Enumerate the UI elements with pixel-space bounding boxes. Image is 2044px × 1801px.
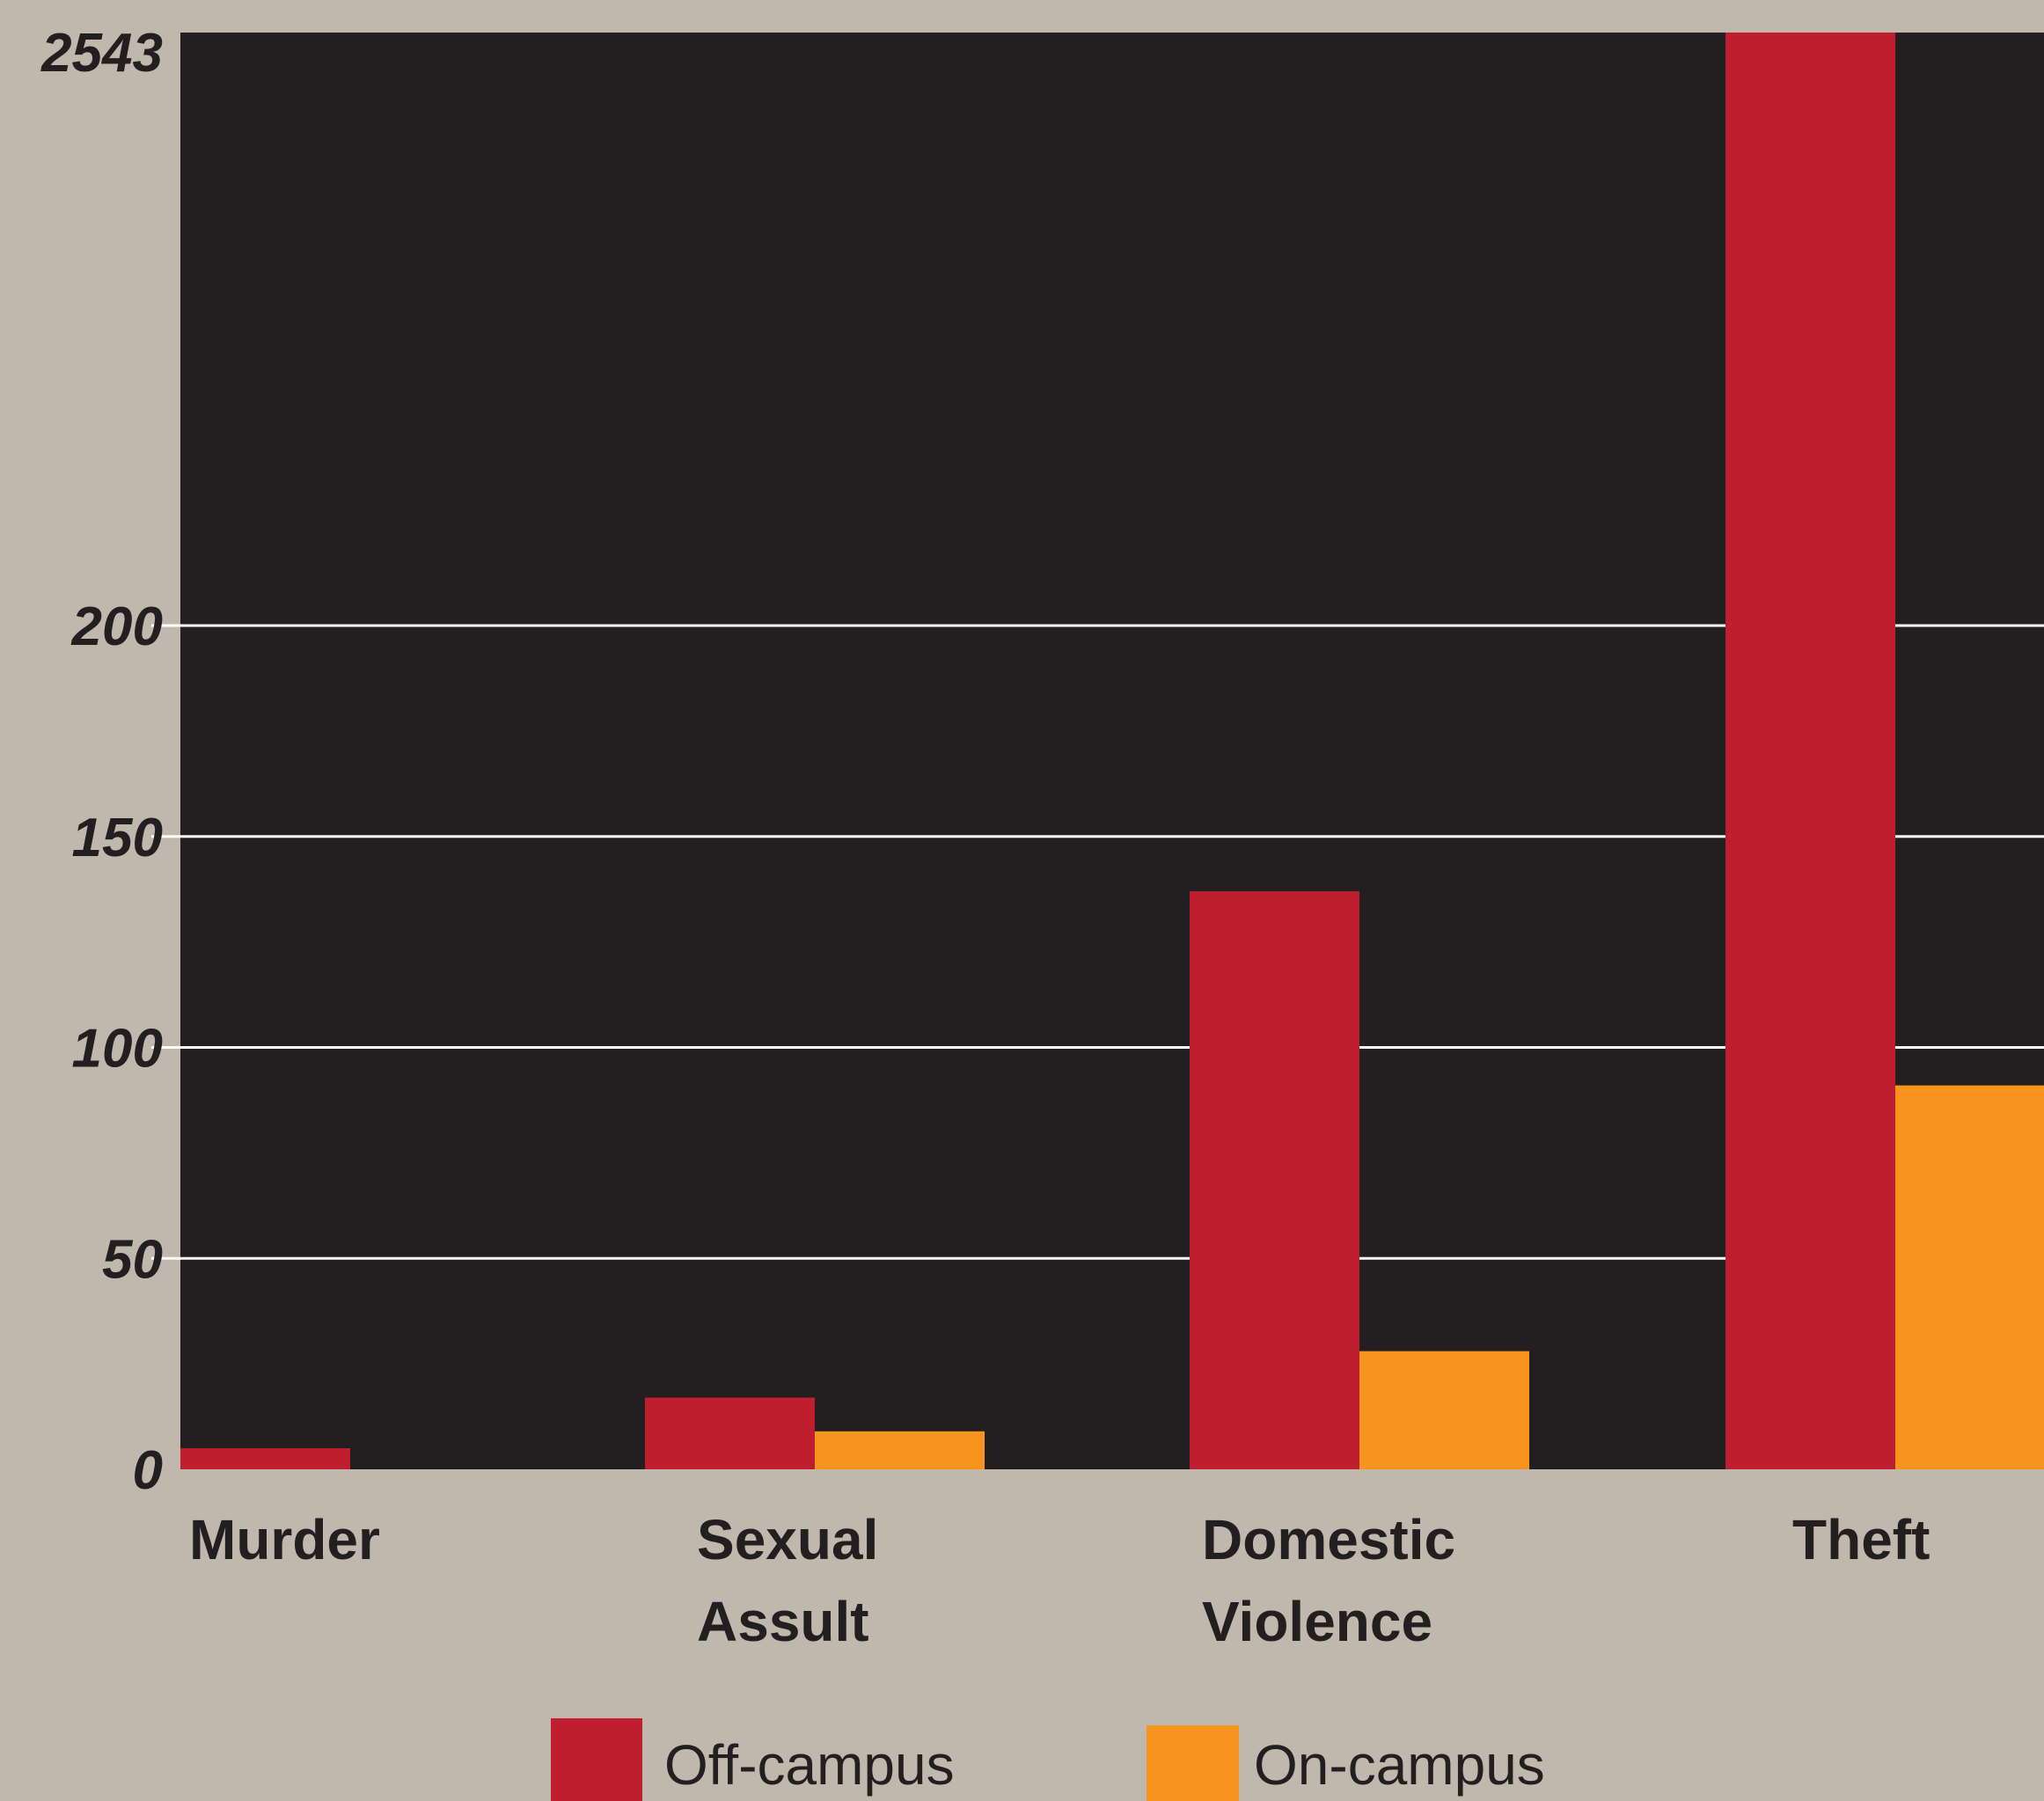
bar-domestic-violence-off-campus xyxy=(1190,891,1359,1469)
bar-theft-on-campus xyxy=(1895,1085,2044,1469)
legend-label-on-campus: On-campus xyxy=(1254,1733,1545,1797)
y-axis-ticks: 0 50 100 150 200 2543 xyxy=(40,23,163,1501)
legend-label-off-campus: Off-campus xyxy=(664,1733,955,1797)
bar-murder-off-campus xyxy=(180,1448,350,1469)
y-tick-label: 50 xyxy=(102,1229,163,1290)
bar-theft-off-campus xyxy=(1725,33,1895,1469)
category-label: Sexual xyxy=(697,1508,878,1571)
category-label: Domestic xyxy=(1202,1508,1455,1571)
y-tick-label: 200 xyxy=(71,597,163,657)
bars xyxy=(180,33,2044,1469)
y-tick-label: 2543 xyxy=(40,23,163,84)
bar-sexual-assult-on-campus xyxy=(815,1431,985,1469)
legend-swatch-off-campus xyxy=(551,1718,642,1801)
bar-sexual-assult-off-campus xyxy=(645,1397,815,1469)
category-label: Assult xyxy=(697,1590,869,1653)
category-label: Violence xyxy=(1202,1590,1432,1653)
category-label: Murder xyxy=(189,1508,380,1571)
category-label: Theft xyxy=(1792,1508,1930,1571)
bar-domestic-violence-on-campus xyxy=(1359,1351,1529,1469)
x-axis-categories: Murder Sexual Assult Domestic Violence Theft xyxy=(189,1508,1930,1653)
y-tick-label: 0 xyxy=(133,1440,163,1501)
y-tick-label: 100 xyxy=(72,1019,163,1080)
legend: Off-campus On-campus xyxy=(551,1718,1545,1801)
legend-swatch-on-campus xyxy=(1147,1725,1239,1801)
y-tick-label: 150 xyxy=(72,808,163,868)
